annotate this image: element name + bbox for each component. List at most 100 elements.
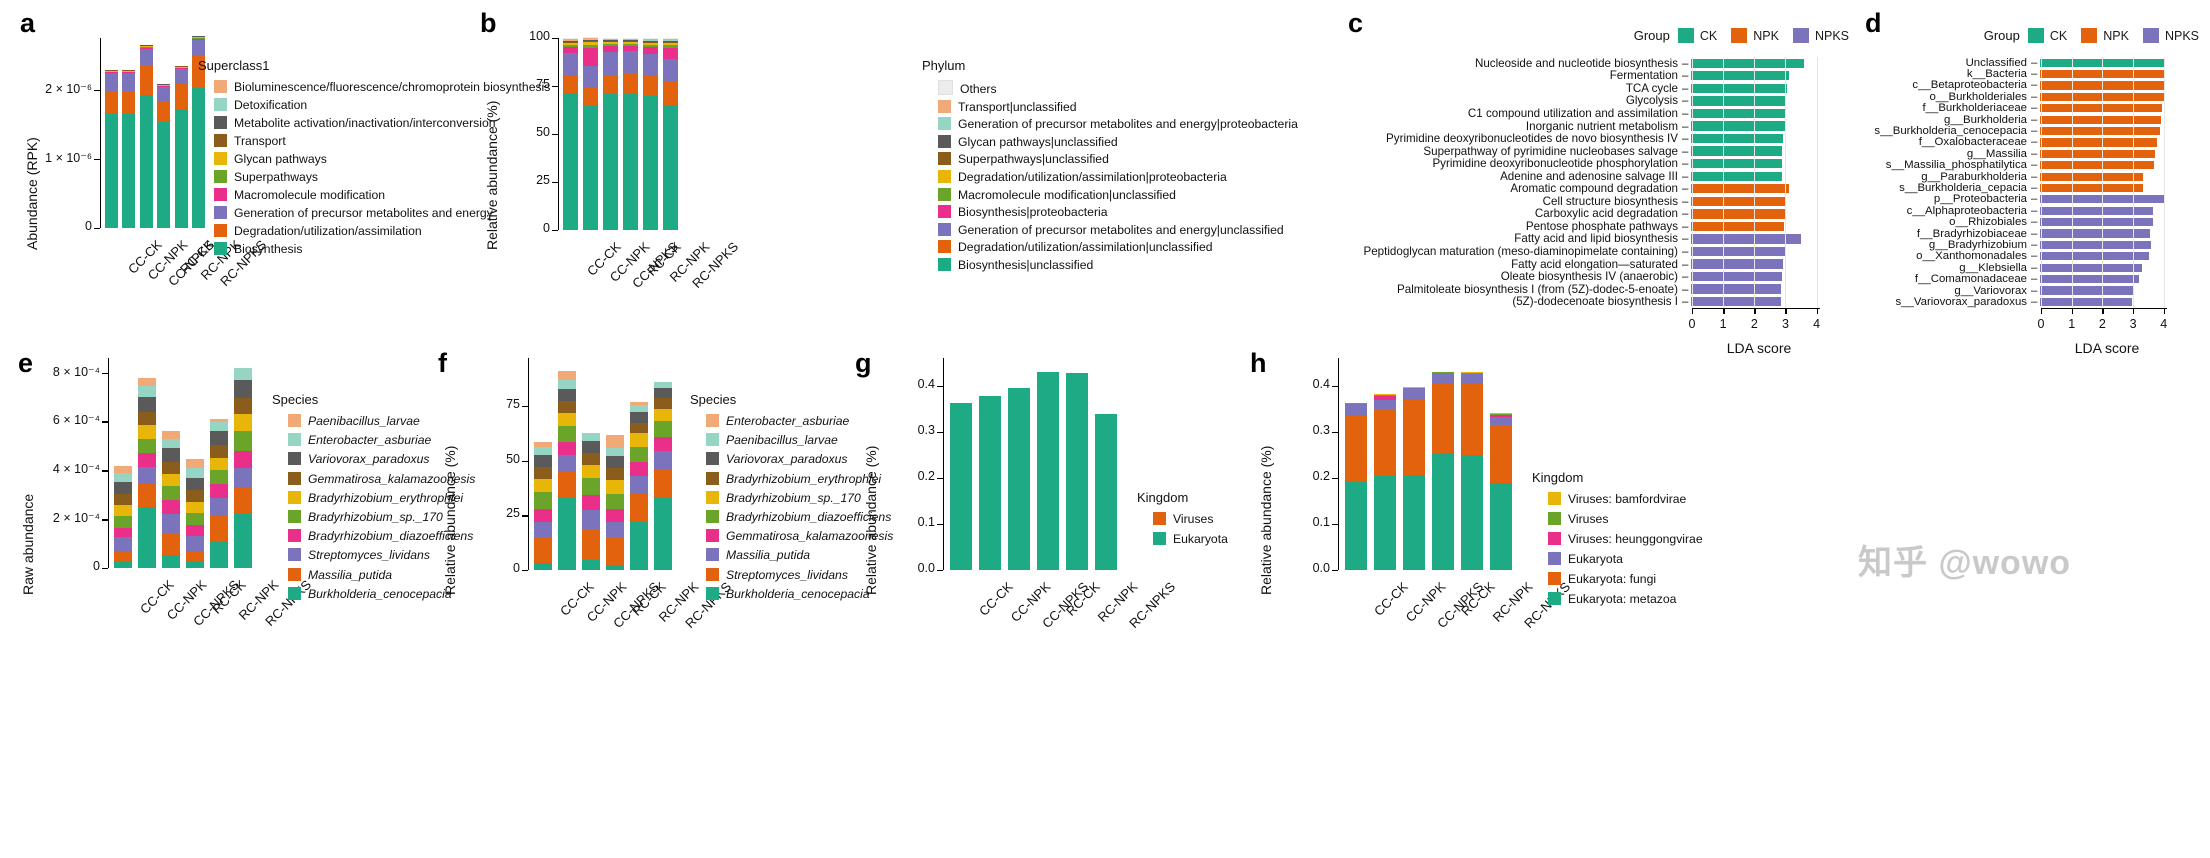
lda-row[interactable]: Fatty acid and lipid biosynthesis – <box>1280 232 1855 245</box>
lda-row[interactable]: p__Proteobacteria – <box>1855 193 2205 205</box>
bar-column[interactable] <box>582 433 600 570</box>
legend-item[interactable]: Generation of precursor metabolites and … <box>922 117 1298 132</box>
bar-column[interactable] <box>1066 373 1088 570</box>
lda-row[interactable]: Adenine and adenosine salvage III – <box>1280 170 1855 183</box>
legend-item[interactable]: Transport <box>198 134 550 149</box>
legend-item[interactable]: NPK <box>2081 28 2129 43</box>
lda-row[interactable]: g__Paraburkholderia – <box>1855 171 2205 183</box>
legend-item[interactable]: Variovorax_paradoxus <box>690 452 893 467</box>
bar-column[interactable] <box>663 38 678 230</box>
legend-item[interactable]: Glycan pathways <box>198 152 550 167</box>
bar-column[interactable] <box>162 431 180 568</box>
lda-row[interactable]: o__Xanthomonadales – <box>1855 250 2205 262</box>
bar-column[interactable] <box>1374 394 1396 570</box>
lda-row[interactable]: Cell structure biosynthesis – <box>1280 195 1855 208</box>
legend-item[interactable]: Bradyrhizobium_diazoefficiens <box>690 509 893 525</box>
bar-column[interactable] <box>1345 402 1367 570</box>
lda-row[interactable]: g__Massilia – <box>1855 148 2205 160</box>
legend-item[interactable]: Burkholderia_cenocepacia <box>272 586 475 602</box>
legend-item[interactable]: Burkholderia_cenocepacia <box>690 586 893 602</box>
lda-row[interactable]: (5Z)-dodecenoate biosynthesis I – <box>1280 295 1855 308</box>
lda-row[interactable]: Carboxylic acid degradation – <box>1280 207 1855 220</box>
lda-row[interactable]: s__Burkholderia_cepacia – <box>1855 182 2205 194</box>
lda-row[interactable]: s__Massilia_phosphatilytica – <box>1855 159 2205 171</box>
lda-row[interactable]: o__Rhizobiales – <box>1855 216 2205 228</box>
legend-item[interactable]: Bradyrhizobium_sp._170 <box>690 490 893 506</box>
bar-column[interactable] <box>174 65 188 228</box>
legend-item[interactable]: Biosynthesis <box>198 242 550 257</box>
legend-item[interactable]: Gemmatirosa_kalamazoonesis <box>272 471 475 487</box>
lda-row[interactable]: Inorganic nutrient metabolism – <box>1280 120 1855 133</box>
legend-item[interactable]: Degradation/utilization/assimilation <box>198 224 550 239</box>
lda-row[interactable]: Pentose phosphate pathways – <box>1280 220 1855 233</box>
bar-column[interactable] <box>1432 371 1454 570</box>
bar-column[interactable] <box>114 465 132 568</box>
legend-item[interactable]: Detoxification <box>198 98 550 113</box>
lda-row[interactable]: Nucleoside and nucleotide biosynthesis – <box>1280 57 1855 70</box>
lda-row[interactable]: Oleate biosynthesis IV (anaerobic) – <box>1280 270 1855 283</box>
bar-column[interactable] <box>950 403 972 570</box>
legend-item[interactable]: Eukaryota <box>1137 532 1228 547</box>
bar-column[interactable] <box>643 38 658 230</box>
bar-column[interactable] <box>979 395 1001 570</box>
lda-row[interactable]: Pyrimidine deoxyribonucleotide phosphory… <box>1280 157 1855 170</box>
bar-column[interactable] <box>654 382 672 570</box>
legend-item[interactable]: Eukaryota: metazoa <box>1532 592 1703 607</box>
bar-column[interactable] <box>583 37 598 230</box>
legend-item[interactable]: Generation of precursor metabolites and … <box>198 206 550 221</box>
legend-item[interactable]: Massilia_putida <box>272 567 475 583</box>
legend-item[interactable]: CK <box>2027 28 2067 43</box>
bar-column[interactable] <box>192 36 205 228</box>
legend-item[interactable]: Gemmatirosa_kalamazoonesis <box>690 529 893 544</box>
bar-column[interactable] <box>234 367 252 568</box>
lda-row[interactable]: Glycolysis – <box>1280 94 1855 107</box>
bar-column[interactable] <box>104 69 118 228</box>
lda-row[interactable]: k__Bacteria – <box>1855 68 2205 80</box>
lda-row[interactable]: g__Bradyrhizobium – <box>1855 239 2205 251</box>
lda-row[interactable]: s__Variovorax_paradoxus – <box>1855 296 2205 308</box>
legend-item[interactable]: Transport|unclassified <box>922 99 1298 115</box>
legend-item[interactable]: Variovorax_paradoxus <box>272 452 475 467</box>
legend-item[interactable]: Superpathways <box>198 170 550 185</box>
lda-row[interactable]: g__Klebsiella – <box>1855 262 2205 274</box>
lda-row[interactable]: Superpathway of pyrimidine nucleobases s… <box>1280 145 1855 158</box>
legend-item[interactable]: Degradation/utilization/assimilation|pro… <box>922 169 1298 185</box>
lda-row[interactable]: f__Oxalobacteraceae – <box>1855 136 2205 148</box>
legend-item[interactable]: Paenibacillus_larvae <box>272 414 475 429</box>
legend-item[interactable]: Degradation/utilization/assimilation|unc… <box>922 240 1298 255</box>
legend-item[interactable]: Streptomyces_lividans <box>690 567 893 583</box>
lda-row[interactable]: C1 compound utilization and assimilation… <box>1280 107 1855 120</box>
legend-item[interactable]: Biosynthesis|proteobacteria <box>922 205 1298 220</box>
legend-item[interactable]: Others <box>922 80 1298 97</box>
bar-column[interactable] <box>623 38 638 230</box>
bar-column[interactable] <box>603 38 618 230</box>
lda-row[interactable]: Fermentation – <box>1280 69 1855 82</box>
lda-row[interactable]: g__Burkholderia – <box>1855 114 2205 126</box>
lda-row[interactable]: g__Variovorax – <box>1855 285 2205 297</box>
bar-column[interactable] <box>210 419 228 568</box>
lda-row[interactable]: Fatty acid elongation—saturated – <box>1280 258 1855 271</box>
legend-item[interactable]: Enterobacter_asburiae <box>272 433 475 448</box>
bar-column[interactable] <box>630 401 648 570</box>
legend-item[interactable]: Paenibacillus_larvae <box>690 433 893 448</box>
legend-item[interactable]: Streptomyces_lividans <box>272 548 475 563</box>
legend-item[interactable]: NPKS <box>2142 28 2199 43</box>
bar-column[interactable] <box>1037 372 1059 570</box>
legend-item[interactable]: Generation of precursor metabolites and … <box>922 222 1298 238</box>
legend-item[interactable]: Superpathways|unclassified <box>922 152 1298 167</box>
lda-row[interactable]: Pyrimidine deoxyribonucleotides de novo … <box>1280 132 1855 145</box>
bar-column[interactable] <box>1008 388 1030 570</box>
bar-column[interactable] <box>563 38 578 230</box>
bar-column[interactable] <box>186 459 204 568</box>
legend-item[interactable]: Glycan pathways|unclassified <box>922 134 1298 150</box>
bar-column[interactable] <box>139 45 153 228</box>
legend-item[interactable]: Viruses: heunggongvirae <box>1532 532 1703 547</box>
bar-column[interactable] <box>1490 413 1512 570</box>
legend-item[interactable]: Viruses <box>1137 512 1228 527</box>
lda-row[interactable]: f__Comamonadaceae – <box>1855 273 2205 285</box>
legend-item[interactable]: Bradyrhizobium_sp._170 <box>272 509 475 525</box>
legend-item[interactable]: Massilia_putida <box>690 548 893 563</box>
legend-item[interactable]: Macromolecule modification <box>198 188 550 203</box>
bar-column[interactable] <box>1461 372 1483 570</box>
lda-row[interactable]: Palmitoleate biosynthesis I (from (5Z)-d… <box>1280 283 1855 296</box>
